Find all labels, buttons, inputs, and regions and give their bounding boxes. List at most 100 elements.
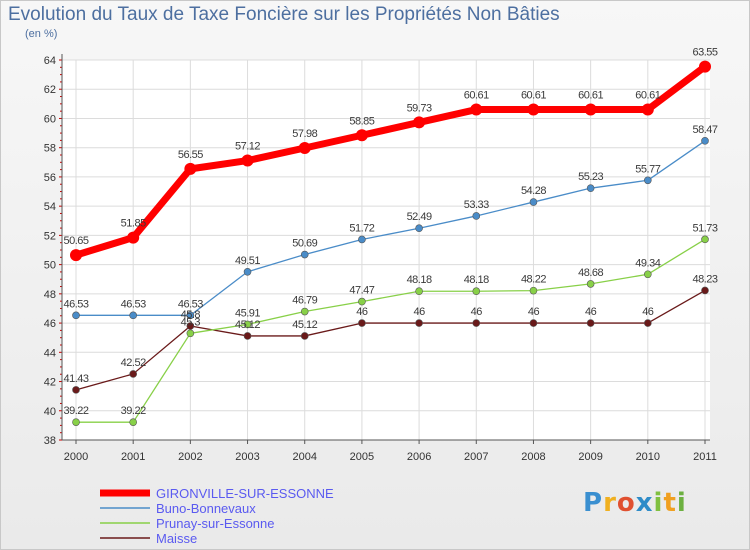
- y-tick-label: 48: [44, 289, 56, 301]
- proxiti-logo: Proxiti: [583, 488, 687, 518]
- data-label: 41.43: [63, 373, 88, 385]
- x-tick-label: 2003: [235, 451, 259, 463]
- data-point: [641, 103, 654, 116]
- data-point: [413, 116, 426, 129]
- data-point: [358, 297, 366, 306]
- data-label: 50.69: [292, 238, 317, 250]
- data-label: 60.61: [578, 90, 603, 102]
- y-tick-label: 50: [44, 260, 56, 272]
- data-label: 55.23: [578, 171, 603, 183]
- x-tick-label: 2011: [693, 451, 717, 463]
- x-tick-label: 2009: [578, 451, 602, 463]
- chart-title: Evolution du Taux de Taxe Foncière sur l…: [8, 4, 560, 25]
- data-point: [699, 60, 711, 73]
- y-tick-label: 54: [44, 201, 56, 213]
- x-tick-label: 2005: [350, 451, 374, 463]
- data-point: [472, 319, 481, 327]
- data-point: [470, 103, 483, 116]
- data-point: [72, 418, 80, 426]
- data-label: 53.33: [464, 199, 489, 211]
- data-point: [415, 319, 423, 327]
- data-point: [129, 370, 137, 378]
- data-label: 56.55: [178, 149, 203, 161]
- legend-label: Prunay-sur-Essonne: [156, 516, 275, 531]
- data-label: 46: [585, 306, 597, 318]
- data-label: 48.68: [578, 267, 603, 279]
- data-point: [184, 162, 197, 175]
- data-label: 46: [356, 306, 368, 318]
- data-label: 52.49: [407, 211, 432, 223]
- data-label: 47.47: [349, 285, 374, 297]
- data-point: [358, 235, 366, 244]
- plot-area: [62, 60, 710, 440]
- data-label: 59.73: [407, 102, 432, 114]
- data-label: 58.85: [349, 115, 374, 127]
- data-label: 45.12: [292, 319, 317, 331]
- data-label: 48.23: [692, 273, 717, 285]
- data-label: 57.12: [235, 141, 260, 153]
- data-point: [586, 319, 595, 327]
- data-point: [586, 280, 595, 288]
- data-point: [644, 319, 652, 327]
- y-tick-label: 46: [44, 318, 56, 330]
- data-point: [529, 319, 538, 327]
- data-label: 48.18: [464, 274, 489, 286]
- data-point: [358, 319, 366, 327]
- data-point: [243, 320, 252, 329]
- data-point: [243, 332, 252, 340]
- data-point: [300, 250, 309, 259]
- data-label: 60.61: [635, 90, 660, 102]
- data-point: [472, 287, 481, 296]
- data-label: 46.79: [292, 295, 317, 307]
- data-point: [529, 198, 538, 206]
- data-point: [300, 332, 309, 340]
- data-point: [127, 231, 140, 244]
- data-label: 60.61: [521, 90, 546, 102]
- y-tick-label: 60: [44, 113, 56, 125]
- data-point: [300, 307, 309, 316]
- data-point: [186, 311, 195, 320]
- y-tick-label: 42: [44, 377, 56, 389]
- data-point: [415, 224, 423, 233]
- data-point: [584, 103, 597, 116]
- data-point: [644, 176, 652, 185]
- data-point: [186, 329, 195, 338]
- data-point: [186, 322, 195, 330]
- data-point: [644, 270, 652, 279]
- data-label: 42.52: [121, 357, 146, 369]
- y-tick-label: 40: [44, 406, 56, 418]
- x-tick-label: 2010: [636, 451, 660, 463]
- data-label: 51.73: [692, 222, 717, 234]
- data-label: 51.72: [349, 222, 374, 234]
- data-point: [241, 154, 254, 167]
- data-point: [355, 129, 368, 142]
- data-label: 45.12: [235, 319, 260, 331]
- data-label: 45.3: [181, 316, 201, 328]
- data-point: [586, 184, 595, 192]
- data-point: [472, 212, 481, 220]
- x-tick-label: 2002: [178, 451, 202, 463]
- data-point: [243, 267, 252, 276]
- data-point: [529, 286, 538, 295]
- legend-label: Maisse: [156, 531, 197, 546]
- data-point: [701, 286, 709, 295]
- data-point: [70, 249, 82, 262]
- x-tick-label: 2007: [464, 451, 488, 463]
- series-line-4: [75, 289, 706, 391]
- data-point: [72, 311, 80, 320]
- data-label: 39.22: [121, 405, 146, 417]
- x-tick-label: 2001: [121, 451, 145, 463]
- x-tick-label: 2008: [521, 451, 545, 463]
- data-point: [415, 287, 423, 296]
- data-label: 49.34: [635, 257, 660, 269]
- data-label: 46.53: [178, 298, 203, 310]
- y-tick-label: 56: [44, 172, 56, 184]
- data-point: [72, 386, 80, 394]
- data-label: 46: [413, 306, 425, 318]
- data-label: 55.77: [635, 163, 660, 175]
- data-label: 57.98: [292, 128, 317, 140]
- data-label: 51.85: [121, 218, 146, 230]
- legend-label: Buno-Bonnevaux: [156, 501, 256, 516]
- data-label: 46: [471, 306, 483, 318]
